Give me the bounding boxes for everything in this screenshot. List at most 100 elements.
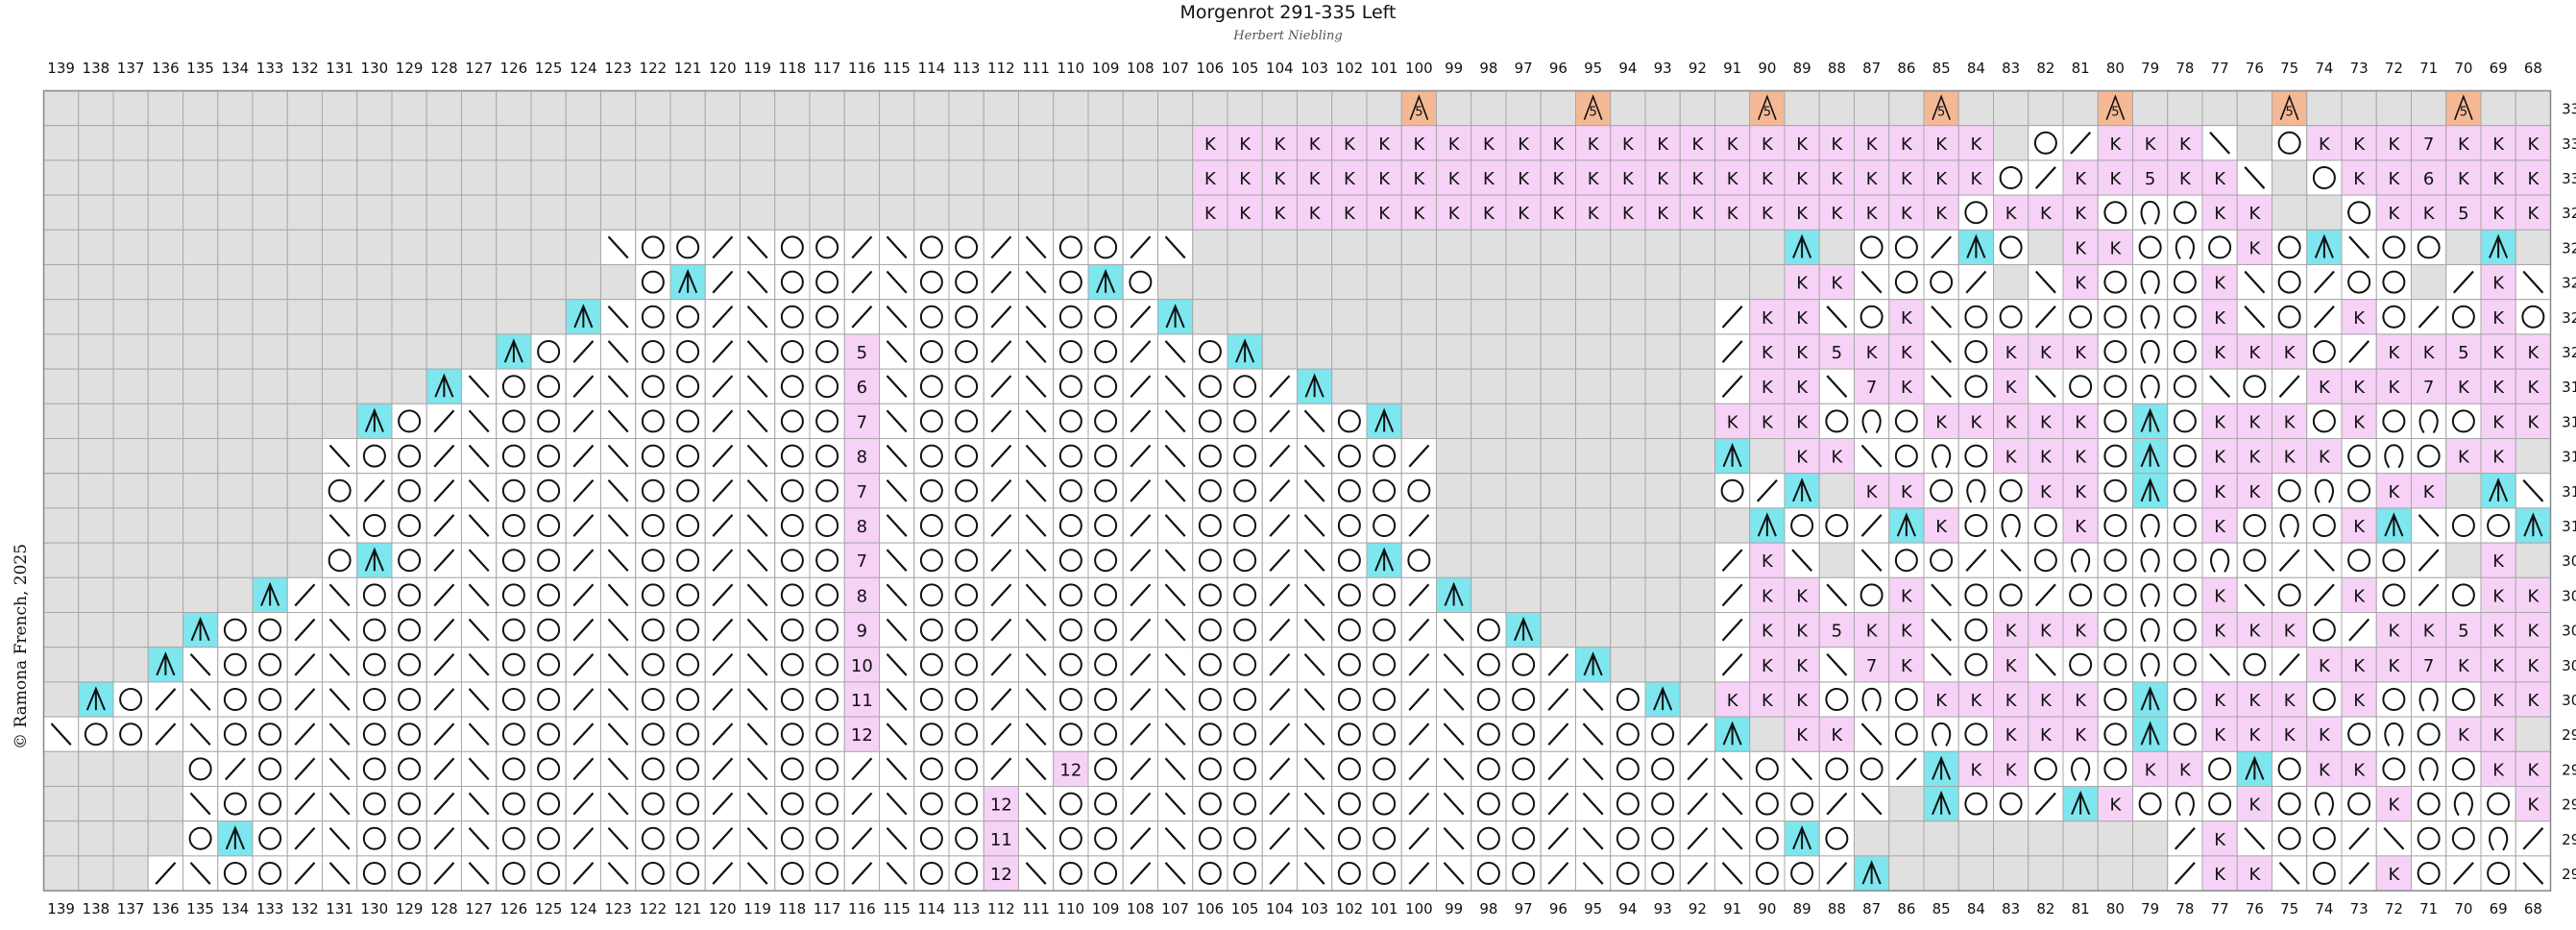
- k2tog-symbol: [712, 652, 734, 676]
- yarn-over-symbol: [2138, 792, 2162, 816]
- column-label-top: 127: [465, 60, 493, 77]
- chart-cell: [669, 333, 706, 370]
- chart-cell: [1714, 159, 1751, 196]
- column-label-top: 104: [1266, 60, 1294, 77]
- chart-cell: [530, 90, 567, 127]
- yarn-over-symbol: [1476, 826, 1500, 850]
- twisted-stitch-symbol: [2384, 444, 2404, 469]
- ssk-symbol: [2244, 826, 2266, 850]
- chart-cell: [1227, 438, 1263, 475]
- chart-cell: [1400, 229, 1437, 266]
- double-decrease-symbol: [2140, 407, 2160, 432]
- chart-cell: [1749, 786, 1786, 822]
- k2tog-symbol: [2278, 375, 2300, 399]
- chart-cell: [1366, 159, 1402, 196]
- k2tog-symbol: [572, 688, 595, 711]
- knit-symbol: K: [1970, 691, 1982, 711]
- chart-cell: [1644, 786, 1681, 822]
- ssk-symbol: [1303, 757, 1325, 781]
- chart-cell: [2201, 403, 2238, 439]
- chart-cell: [1957, 194, 1994, 231]
- k2tog-symbol: [294, 583, 316, 607]
- yarn-over-symbol: [537, 792, 561, 816]
- yarn-over-symbol: [955, 549, 979, 573]
- chart-cell: [2445, 507, 2482, 544]
- knit-symbol: K: [2248, 412, 2261, 432]
- yarn-over-symbol: [1373, 757, 1397, 781]
- knit-symbol: K: [2109, 135, 2122, 155]
- chart-cell: [669, 194, 706, 231]
- chart-cell: [635, 820, 671, 857]
- k2tog-symbol: [1408, 862, 1430, 885]
- yarn-over-symbol: [1825, 826, 1849, 850]
- yarn-over-symbol: [501, 688, 525, 711]
- k2tog-symbol: [1895, 757, 1917, 781]
- yarn-over-symbol: [188, 757, 212, 781]
- knit-symbol: K: [2248, 448, 2261, 468]
- chart-cell: [913, 786, 950, 822]
- yarn-over-symbol: [780, 514, 804, 537]
- knit-symbol: K: [1727, 691, 1739, 711]
- chart-cell: [1993, 299, 2029, 335]
- yarn-over-symbol: [1964, 722, 1988, 746]
- chart-cell: [1679, 125, 1715, 161]
- yarn-over-symbol: [2417, 862, 2441, 885]
- cluster-count: 5: [1415, 106, 1422, 120]
- yarn-over-symbol: [1058, 792, 1082, 816]
- chart-cell: [774, 90, 811, 127]
- k2tog-symbol: [2034, 792, 2056, 816]
- chart-cell: [983, 194, 1019, 231]
- column-label-top: 85: [1932, 60, 1951, 77]
- yarn-over-symbol: [398, 444, 422, 468]
- ssk-symbol: [1303, 549, 1325, 573]
- chart-cell: [1714, 542, 1751, 578]
- chart-cell: [286, 507, 323, 544]
- chart-cell: [1261, 229, 1298, 266]
- chart-cell: [2341, 786, 2377, 822]
- chart-cell: [1366, 368, 1402, 404]
- knit-symbol: K: [1901, 622, 1913, 642]
- chart-cell: [1540, 229, 1576, 266]
- yarn-over-symbol: [1616, 792, 1640, 816]
- chart-cell: [2062, 264, 2099, 301]
- chart-cell: [252, 716, 288, 752]
- chart-cell: [1227, 820, 1263, 857]
- yarn-over-symbol: [1198, 722, 1222, 746]
- twisted-stitch-symbol: [2175, 235, 2195, 260]
- chart-cell: [1644, 542, 1681, 578]
- column-label-top: 120: [709, 60, 737, 77]
- chart-cell: [1470, 681, 1507, 718]
- chart-cell: [2062, 647, 2099, 683]
- chart-cell: [1610, 229, 1646, 266]
- ssk-symbol: [1582, 722, 1604, 746]
- knit-symbol: K: [2527, 169, 2540, 189]
- column-label-top: 72: [2385, 60, 2403, 77]
- chart-cell: [2375, 647, 2412, 683]
- chart-cell: [1400, 194, 1437, 231]
- column-label-bottom: 77: [2211, 900, 2229, 918]
- yarn-over-symbol: [1233, 549, 1257, 573]
- chart-cell: [1053, 716, 1089, 752]
- k2tog-symbol: [433, 618, 455, 642]
- chart-cell: [2306, 90, 2343, 127]
- ssk-symbol: [328, 688, 351, 711]
- yarn-over-symbol: [258, 792, 282, 816]
- chart-cell: [1679, 507, 1715, 544]
- chart-cell: [1157, 750, 1194, 787]
- ssk-symbol: [886, 722, 908, 746]
- chart-cell: [217, 368, 254, 404]
- column-label-bottom: 113: [953, 900, 981, 918]
- chart-cell: [1540, 612, 1576, 649]
- knit-symbol: K: [1448, 169, 1461, 189]
- ssk-symbol: [607, 652, 629, 676]
- knit-symbol: K: [2248, 691, 2261, 711]
- chart-cell: [1575, 438, 1612, 475]
- k2tog-symbol: [1130, 549, 1152, 573]
- knit-symbol: K: [1622, 169, 1635, 189]
- chart-cell: [600, 264, 637, 301]
- count-label: 7: [2423, 135, 2434, 155]
- chart-cell: [1957, 90, 1994, 127]
- ssk-symbol: [1582, 862, 1604, 885]
- chart-cell: [1644, 90, 1681, 127]
- chart-cell: [530, 264, 567, 301]
